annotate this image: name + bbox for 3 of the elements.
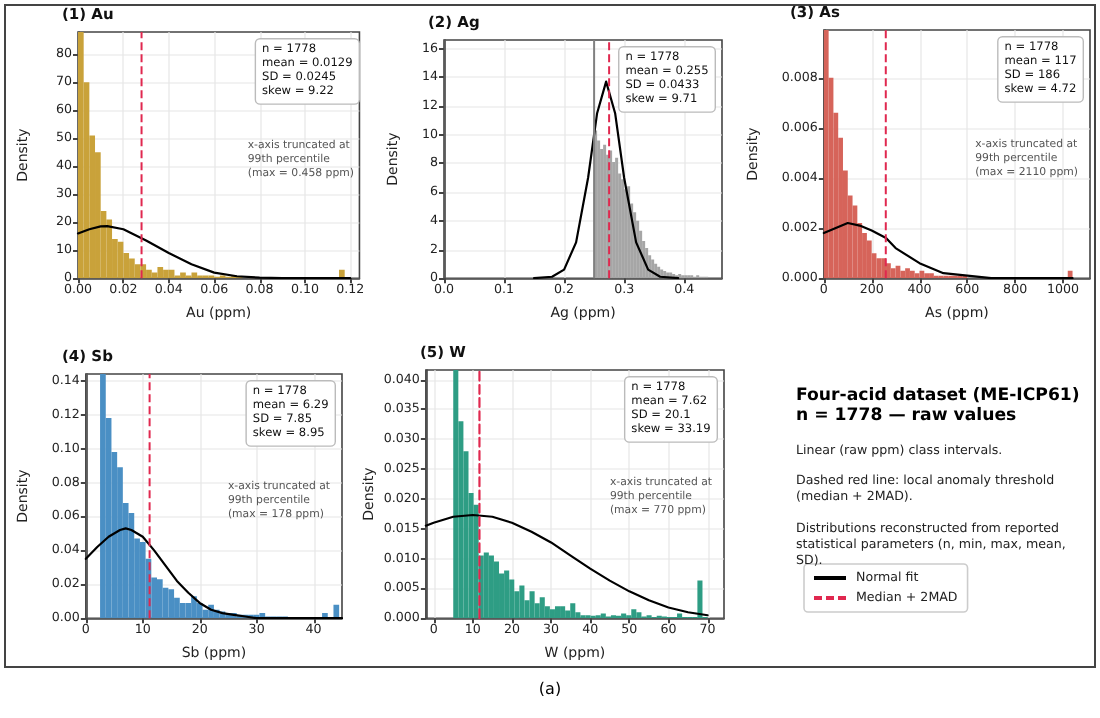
text: n = 1778 — raw values [796,406,1019,428]
text: Four-acid dataset (ME-ICP61) [796,386,1082,407]
text: (a) [536,680,564,698]
